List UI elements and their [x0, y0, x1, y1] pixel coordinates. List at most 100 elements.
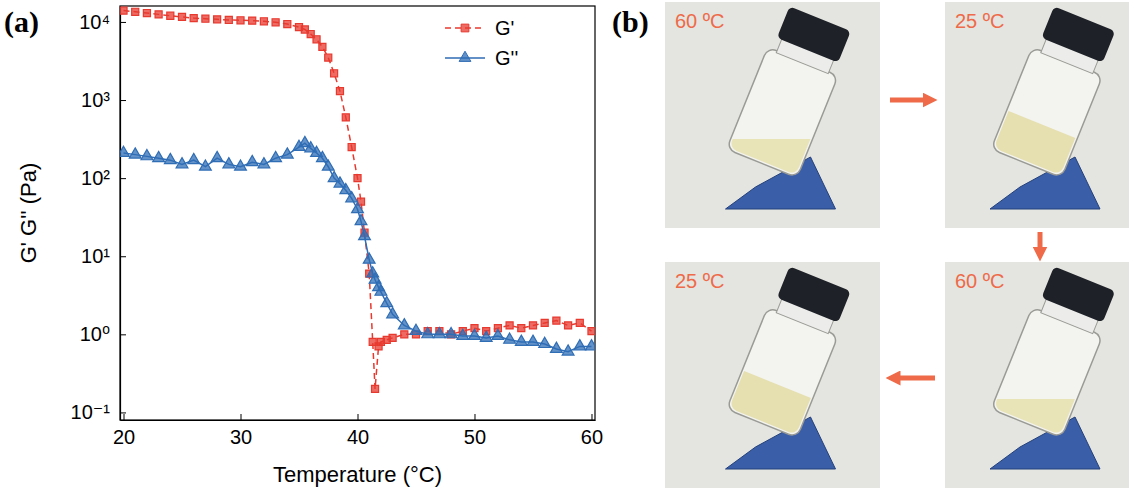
y-axis-title: G' G'' (Pa) [16, 163, 41, 264]
legend-label: G'' [495, 47, 518, 69]
data-point [518, 325, 525, 332]
data-point [527, 335, 539, 345]
photo-frame: 25 ºC [945, 2, 1129, 228]
sequence-arrow [893, 376, 935, 381]
vial-content [994, 109, 1079, 175]
sequence-arrow [890, 98, 930, 103]
frame-label: 25 ºC [955, 10, 1005, 32]
photo-frame: 25 ºC [665, 262, 880, 488]
data-point [129, 148, 141, 158]
legend-marker [461, 24, 469, 32]
data-point [317, 151, 329, 161]
photo-panel: 60 ºC25 ºC60 ºC25 ºC [591, 0, 1133, 492]
liquid [994, 399, 1100, 435]
data-point [541, 319, 548, 326]
legend: G'G'' [445, 17, 518, 69]
x-tick-mark [591, 414, 592, 420]
y-tick-mark [120, 178, 126, 179]
data-point [586, 340, 595, 350]
x-tick-mark [358, 414, 359, 420]
photo-background [665, 2, 880, 228]
gel [994, 109, 1079, 175]
data-point [553, 317, 560, 324]
x-tick: 60 [581, 414, 603, 448]
data-point [284, 21, 291, 28]
data-point [340, 183, 352, 193]
data-point [375, 285, 387, 295]
panel-label: (a) [4, 5, 39, 39]
x-tick-label: 30 [230, 426, 252, 448]
y-tick-label: 10⁴ [79, 11, 110, 33]
data-point [529, 322, 536, 329]
plot-data [120, 7, 595, 392]
data-point [167, 12, 174, 19]
y-tick-label: 10⁰ [80, 323, 110, 345]
data-point [281, 148, 293, 158]
data-point [565, 322, 572, 329]
y-tick-label: 10¹ [81, 245, 110, 267]
y-tick-label: 10³ [81, 89, 110, 111]
y-tick-mark [120, 334, 126, 335]
x-tick: 50 [464, 414, 486, 448]
data-point [249, 17, 256, 24]
data-point [355, 215, 367, 225]
data-point [153, 151, 165, 161]
data-point [401, 331, 408, 338]
plot-frame [120, 6, 595, 420]
x-tick-label: 40 [347, 426, 369, 448]
photo-background [945, 262, 1129, 488]
y-tick-mark [120, 412, 126, 413]
data-point [346, 192, 358, 202]
data-point [260, 18, 267, 25]
data-point [354, 175, 361, 182]
data-point [319, 43, 326, 50]
data-point [331, 70, 338, 77]
y-tick-label: 10⁻¹ [71, 401, 111, 423]
data-point [457, 329, 469, 339]
data-point [120, 146, 129, 156]
gel [729, 369, 814, 435]
data-point [178, 13, 185, 20]
data-point [422, 328, 434, 338]
x-axis-title: Temperature (°C) [273, 462, 442, 487]
vial-content [729, 56, 835, 175]
data-point [562, 345, 574, 355]
y-tick: 10⁰ [80, 323, 126, 345]
y-tick: 10³ [81, 89, 126, 111]
vial-cap [777, 266, 851, 322]
data-point [469, 329, 481, 339]
data-point [202, 15, 209, 22]
figure: (a) 20 30 40 50 60 10⁻¹ 10⁰ 10¹ 10² 10³ 10⁴ Temperat… [0, 0, 1133, 492]
data-point [363, 253, 375, 263]
liquid [729, 139, 835, 175]
vial [722, 264, 858, 446]
y-tick-mark [120, 100, 126, 101]
data-point [188, 153, 200, 163]
data-point [387, 308, 399, 318]
data-point [235, 160, 247, 170]
data-point [434, 328, 446, 338]
y-tick: 10⁴ [79, 11, 126, 33]
data-point [272, 19, 279, 26]
data-point [348, 144, 355, 151]
vial-cap [777, 6, 851, 62]
data-point [190, 15, 197, 22]
series-line [124, 11, 592, 389]
x-tick-mark [124, 414, 125, 420]
series-line [124, 143, 592, 351]
data-point [258, 158, 270, 168]
y-tick: 10¹ [81, 245, 126, 267]
x-tick-label: 20 [113, 426, 135, 448]
data-point [389, 334, 396, 341]
data-point [164, 153, 176, 163]
y-tick: 10² [81, 167, 126, 189]
data-point [574, 340, 586, 350]
x-tick: 20 [113, 414, 135, 448]
data-point [492, 329, 504, 339]
data-point [445, 328, 457, 338]
vial-cap [1041, 6, 1115, 62]
data-point [515, 335, 527, 345]
data-point [223, 158, 235, 168]
data-point [372, 385, 379, 392]
x-axis-line [121, 420, 596, 421]
